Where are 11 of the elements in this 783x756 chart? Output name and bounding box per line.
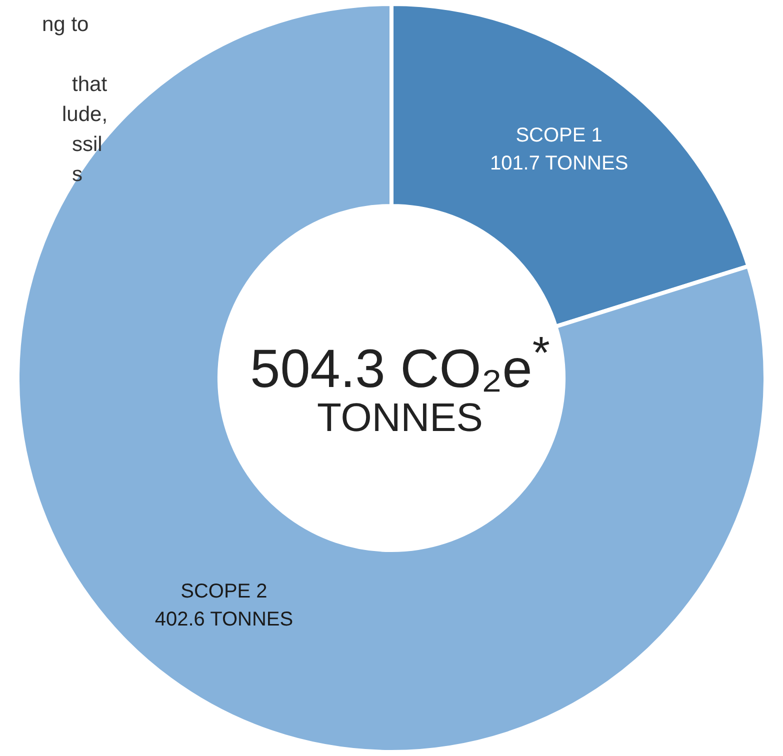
data-label: 402.6 TONNES (154, 608, 294, 631)
text: ssil (71, 132, 104, 158)
text: 504.3 CO₂e$^{*}$ (249, 327, 551, 399)
text: TONNES (316, 396, 484, 440)
data-label: 101.7 TONNES (490, 152, 628, 174)
text: lude, (61, 102, 108, 128)
text: s (71, 162, 84, 188)
slice-label: SCOPE 2 (180, 580, 268, 603)
text: that (71, 72, 108, 98)
slice-label: SCOPE 1 (516, 124, 602, 146)
text: ng to (41, 12, 90, 38)
